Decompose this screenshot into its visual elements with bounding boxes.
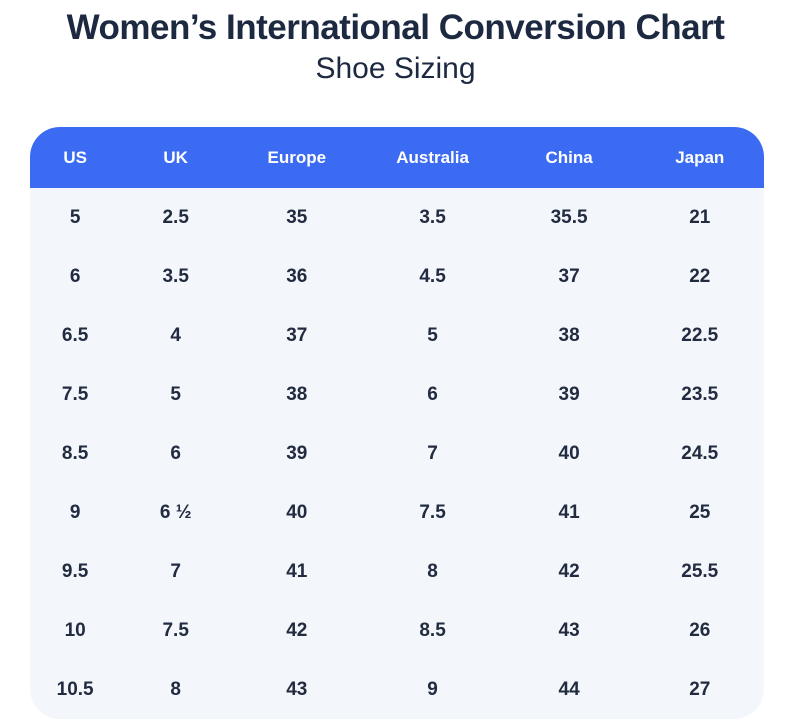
table-row: 9 6 ½ 40 7.5 41 25 xyxy=(30,483,764,542)
column-header-japan: Japan xyxy=(635,127,764,188)
size-cell: 9 xyxy=(69,501,81,523)
column-header-uk: UK xyxy=(120,127,232,188)
column-header-australia: Australia xyxy=(362,127,503,188)
table-row: 10 7.5 42 8.5 43 26 xyxy=(30,601,764,660)
size-cell: 25.5 xyxy=(681,560,719,582)
conversion-table: US UK Europe Australia China Japan 5 2.5 35 3.5 3… xyxy=(30,127,764,719)
column-header-china: China xyxy=(502,127,636,188)
size-cell: 43 xyxy=(558,619,580,641)
size-cell: 21 xyxy=(689,206,711,228)
size-cell: 27 xyxy=(689,678,711,700)
size-cell: 4.5 xyxy=(419,265,446,287)
size-cell: 3.5 xyxy=(162,265,189,287)
page-title: Women’s International Conversion Chart xyxy=(66,8,725,47)
size-cell: 42 xyxy=(286,619,308,641)
size-cell: 8 xyxy=(427,560,438,582)
size-cell: 36 xyxy=(286,265,308,287)
size-cell: 3.5 xyxy=(419,206,446,228)
size-cell: 5 xyxy=(170,383,181,405)
size-cell: 22.5 xyxy=(681,324,719,346)
size-cell: 7.5 xyxy=(61,383,89,405)
size-conversion-table: US UK Europe Australia China Japan 5 2.5 35 3.5 3… xyxy=(30,127,764,719)
size-cell: 35.5 xyxy=(550,206,588,228)
size-cell: 38 xyxy=(558,324,580,346)
column-header-us: US xyxy=(30,127,121,188)
table-header-row: US UK Europe Australia China Japan xyxy=(30,127,764,188)
size-cell: 26 xyxy=(689,619,711,641)
size-cell: 8.5 xyxy=(61,442,89,464)
size-cell: 6 xyxy=(427,383,438,405)
column-header-europe: Europe xyxy=(231,127,363,188)
size-cell: 10.5 xyxy=(56,678,94,700)
size-cell: 9 xyxy=(427,678,438,700)
size-cell: 41 xyxy=(558,501,580,523)
size-cell: 5 xyxy=(69,206,81,228)
size-cell: 41 xyxy=(286,560,308,582)
size-cell: 8 xyxy=(170,678,181,700)
table-row: 6 3.5 36 4.5 37 22 xyxy=(30,247,764,306)
size-cell: 38 xyxy=(286,383,308,405)
size-cell: 2.5 xyxy=(162,206,189,228)
table-row: 5 2.5 35 3.5 35.5 21 xyxy=(30,188,764,247)
size-cell: 40 xyxy=(286,501,308,523)
size-cell: 6 xyxy=(170,442,181,464)
size-cell: 7.5 xyxy=(419,501,446,523)
size-cell: 8.5 xyxy=(419,619,446,641)
size-cell: 10 xyxy=(64,619,86,641)
size-cell: 37 xyxy=(286,324,308,346)
size-cell: 39 xyxy=(558,383,580,405)
size-cell: 23.5 xyxy=(681,383,719,405)
size-cell: 43 xyxy=(286,678,308,700)
size-cell: 22 xyxy=(689,265,711,287)
table-row: 8.5 6 39 7 40 24.5 xyxy=(30,424,764,483)
size-cell: 7 xyxy=(427,442,438,464)
table-row: 9.5 7 41 8 42 25.5 xyxy=(30,542,764,601)
size-cell: 5 xyxy=(427,324,438,346)
table-row: 7.5 5 38 6 39 23.5 xyxy=(30,365,764,424)
size-cell: 35 xyxy=(286,206,308,228)
size-cell: 42 xyxy=(558,560,580,582)
size-cell: 6 ½ xyxy=(159,501,192,523)
size-cell: 4 xyxy=(170,324,181,346)
table-body: 5 2.5 35 3.5 35.5 21 6 3.5 36 4.5 37 22 6.5 4 37 5 38 22.… xyxy=(30,188,764,719)
page-subtitle: Shoe Sizing xyxy=(315,52,476,85)
size-cell: 40 xyxy=(558,442,580,464)
size-cell: 44 xyxy=(558,678,580,700)
size-cell: 6.5 xyxy=(61,324,89,346)
size-cell: 37 xyxy=(558,265,580,287)
size-cell: 6 xyxy=(69,265,81,287)
table-row: 10.5 8 43 9 44 27 xyxy=(30,660,764,719)
size-cell: 9.5 xyxy=(61,560,89,582)
size-cell: 25 xyxy=(689,501,711,523)
size-cell: 39 xyxy=(286,442,308,464)
size-cell: 7 xyxy=(170,560,181,582)
size-cell: 24.5 xyxy=(681,442,719,464)
size-cell: 7.5 xyxy=(162,619,189,641)
table-row: 6.5 4 37 5 38 22.5 xyxy=(30,306,764,365)
